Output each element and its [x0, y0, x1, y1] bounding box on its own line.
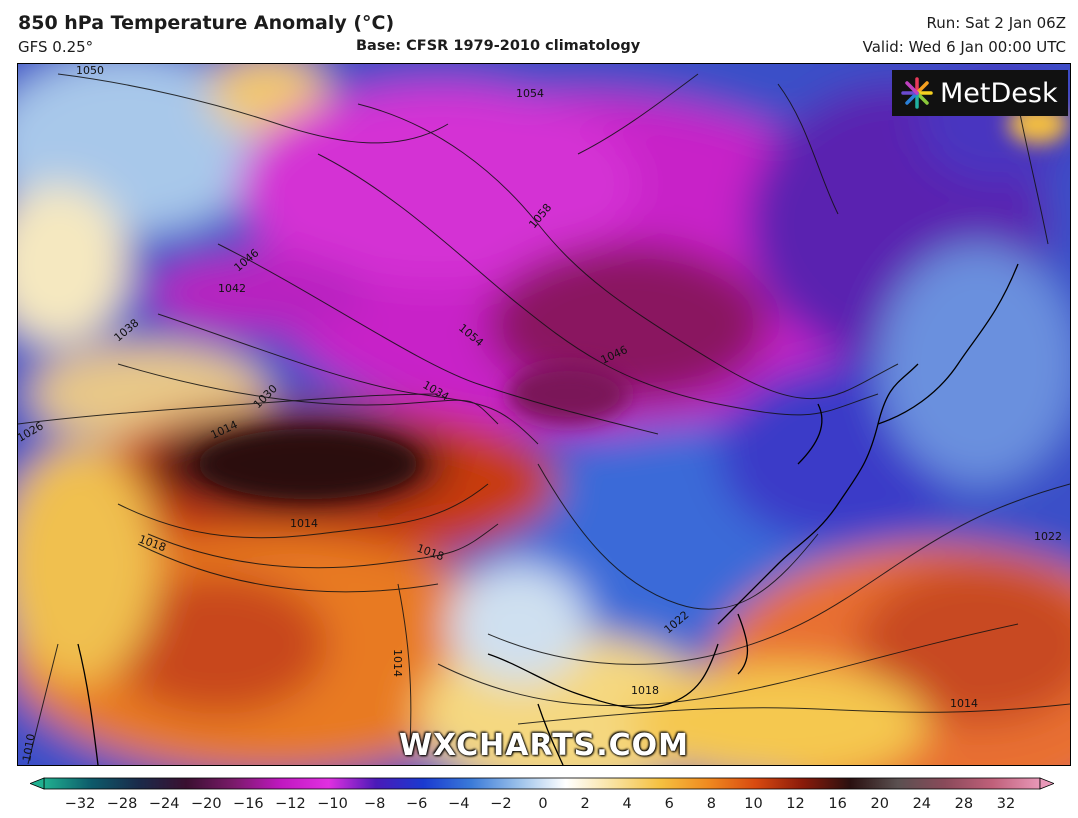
- run-time-label: Run: Sat 2 Jan 06Z: [926, 14, 1066, 32]
- colorbar-tick-label: −10: [317, 796, 348, 812]
- colorbar-tick-label: −28: [106, 796, 138, 812]
- isobar-label: 1042: [218, 282, 246, 295]
- colorbar-tick-label: −12: [275, 796, 306, 812]
- colorbar-tick-label: 12: [786, 796, 805, 812]
- colorbar-tick-label: −4: [448, 796, 470, 812]
- isobar-label: 1054: [516, 87, 544, 100]
- temperature-anomaly-field: [18, 64, 1070, 765]
- colorbar-min-arrow: [28, 777, 45, 790]
- colorbar: −32 −28 −24 −20 −16 −12 −10 −8 −6 −4 −2 0 2 4 6 8 10 12 16…: [28, 774, 1056, 814]
- chart-title: 850 hPa Temperature Anomaly (°C): [18, 12, 395, 34]
- isobar-label: 1014: [950, 697, 978, 710]
- colorbar-tick-label: 24: [912, 796, 932, 812]
- colorbar-tick-label: 6: [664, 796, 674, 812]
- colorbar-tick-label: 2: [580, 796, 590, 812]
- colorbar-tick-label: −6: [406, 796, 428, 812]
- colorbar-tick-label: 8: [706, 796, 716, 812]
- metdesk-logo-text: MetDesk: [940, 77, 1058, 109]
- colorbar-gradient: [28, 777, 1056, 790]
- climatology-base-label: Base: CFSR 1979-2010 climatology: [356, 38, 641, 54]
- coastlines: [77, 263, 1019, 765]
- colorbar-tick-label: −24: [148, 796, 180, 812]
- colorbar-max-arrow: [1039, 777, 1056, 790]
- colorbar-tick-label: 28: [954, 796, 974, 812]
- colorbar-tick-label: −32: [64, 796, 96, 812]
- colorbar-tick-label: −16: [233, 796, 264, 812]
- colorbar-tick-label: 20: [870, 796, 889, 812]
- model-label: GFS 0.25°: [18, 38, 94, 56]
- isobar-label: 1014: [391, 649, 404, 677]
- metdesk-starburst-icon: [901, 77, 933, 109]
- colorbar-tick-label: −20: [190, 796, 222, 812]
- colorbar-tick-label: 4: [622, 796, 632, 812]
- wxcharts-watermark: WXCHARTS.COM: [398, 728, 690, 763]
- anomaly-map: 1050 1054 1058 1054 1046 1046 1042 1038 …: [17, 63, 1071, 766]
- isobar-label: 1022: [1034, 530, 1062, 543]
- map-canvas: 1050 1054 1058 1054 1046 1046 1042 1038 …: [18, 64, 1070, 765]
- colorbar-tick-label: 10: [744, 796, 763, 812]
- colorbar-body: [43, 777, 1041, 790]
- valid-time-label: Valid: Wed 6 Jan 00:00 UTC: [862, 38, 1066, 56]
- colorbar-tick-label: −8: [363, 796, 386, 812]
- anomaly-detail-layer: [198, 104, 1068, 499]
- isobar-label: 1010: [20, 733, 38, 763]
- colorbar-tick-label: 0: [538, 796, 548, 812]
- colorbar-tick-label: 16: [828, 796, 847, 812]
- colorbar-tick-label: −2: [490, 796, 512, 812]
- isobar-label: 1014: [290, 517, 318, 530]
- isobar-lines: [18, 73, 1070, 765]
- colorbar-tick-label: 32: [996, 796, 1016, 812]
- metdesk-logo: MetDesk: [892, 70, 1068, 116]
- isobar-label: 1018: [631, 684, 659, 697]
- isobar-label: 1050: [76, 64, 104, 77]
